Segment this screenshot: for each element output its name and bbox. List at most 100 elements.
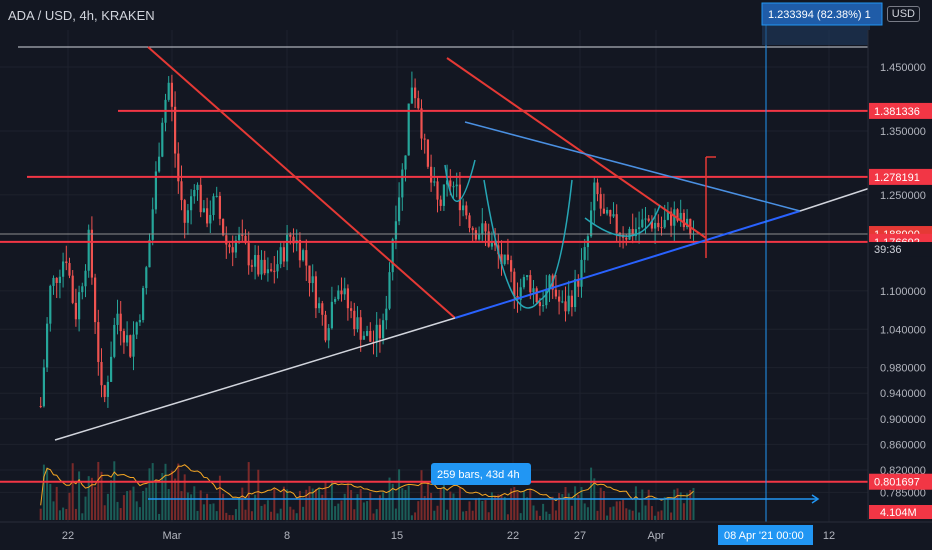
volume-bar: [292, 509, 295, 520]
candle-body: [138, 319, 141, 323]
volume-bars: [39, 461, 695, 520]
candle-body: [500, 254, 503, 265]
volume-bar: [295, 513, 298, 520]
candle-body: [292, 236, 295, 244]
volume-bar: [471, 510, 474, 520]
candle-body: [279, 247, 282, 265]
price-level-value: 1.278191: [874, 172, 920, 184]
candle-body: [244, 235, 247, 244]
candle-body: [81, 286, 84, 293]
volume-bar: [366, 501, 369, 520]
volume-bar: [385, 498, 388, 520]
volume-bar: [52, 501, 55, 520]
volume-bar: [382, 492, 385, 520]
volume-bar: [686, 493, 689, 520]
candle-body: [660, 227, 663, 229]
candle-body: [209, 214, 212, 224]
candle-body: [474, 230, 477, 240]
candle-body: [366, 330, 369, 336]
volume-bar: [135, 501, 138, 520]
symbol-title[interactable]: ADA / USD, 4h, KRAKEN: [8, 8, 155, 23]
volume-bar: [590, 467, 593, 520]
candle-body: [452, 186, 455, 188]
candle-body: [593, 182, 596, 211]
candle-body: [132, 334, 135, 357]
volume-bar: [567, 493, 570, 520]
candle-body: [270, 269, 273, 271]
candle-body: [670, 211, 673, 226]
volume-bar: [561, 494, 564, 520]
candle-body: [228, 244, 231, 248]
candle-body: [78, 292, 81, 320]
volume-bar: [318, 487, 321, 520]
volume-bar: [289, 506, 292, 520]
candle-body: [442, 184, 445, 206]
candle-body: [183, 200, 186, 223]
volume-bar: [244, 509, 247, 520]
volume-bar: [558, 493, 561, 520]
candle-body: [478, 234, 481, 240]
volume-bar: [110, 480, 113, 520]
volume-bar: [634, 486, 637, 520]
time-axis-ticks: 22 Mar 8 15 22 27 Apr 12: [62, 530, 835, 542]
cup-curve: [483, 179, 573, 309]
candle-body: [378, 324, 381, 339]
candle-body: [650, 220, 653, 229]
candle-body: [68, 263, 71, 276]
volume-bar: [164, 463, 167, 520]
volume-bar: [532, 505, 535, 520]
candle-body: [135, 322, 138, 335]
candle-body: [158, 156, 161, 172]
handle-curve: [584, 204, 661, 237]
candle-body: [362, 335, 365, 340]
volume-bar: [231, 515, 234, 520]
candle-body: [225, 235, 228, 245]
volume-bar: [84, 496, 87, 520]
volume-bar: [254, 494, 257, 520]
volume-bar: [394, 508, 397, 520]
candle-body: [174, 106, 177, 154]
price-tick-label: 1.350000: [880, 126, 926, 138]
volume-bar: [238, 497, 241, 520]
currency-button[interactable]: USD: [886, 6, 920, 22]
candle-body: [84, 270, 87, 287]
volume-bar: [506, 514, 509, 520]
candle-body: [289, 234, 292, 237]
price-tick-label: 0.860000: [880, 439, 926, 451]
volume-bar: [103, 505, 106, 520]
price-tick-label: 0.785000: [880, 487, 926, 499]
candle-body: [641, 219, 644, 228]
volume-bar: [132, 486, 135, 520]
time-tick-label: 12: [823, 530, 835, 542]
volume-bar: [657, 511, 660, 520]
candle-body: [39, 406, 42, 408]
volume-bar: [68, 492, 71, 520]
range-arrow-head: [811, 494, 820, 504]
candle-body: [468, 215, 471, 228]
candle-body: [126, 335, 129, 343]
countdown-box: [869, 242, 932, 257]
candle-body: [529, 275, 532, 293]
candle-body: [110, 356, 113, 382]
support-white-line: [799, 187, 871, 212]
measure-region: [762, 25, 870, 45]
volume-bar: [167, 489, 170, 520]
volume-bar: [612, 506, 615, 520]
candle-body: [410, 87, 413, 104]
volume-bar: [94, 487, 97, 520]
candle-body: [513, 271, 516, 296]
volume-bar: [606, 515, 609, 520]
time-tick-label: Mar: [163, 530, 182, 542]
volume-bar: [186, 492, 189, 520]
candle-body: [638, 227, 641, 230]
volume-bar: [314, 489, 317, 520]
volume-bar: [602, 491, 605, 520]
volume-bar: [494, 496, 497, 520]
candle-body: [606, 209, 609, 214]
candle-body: [494, 241, 497, 246]
volume-bar: [324, 481, 327, 520]
candle-body: [407, 103, 410, 156]
candle-body: [375, 324, 378, 343]
volume-bar: [302, 506, 305, 520]
